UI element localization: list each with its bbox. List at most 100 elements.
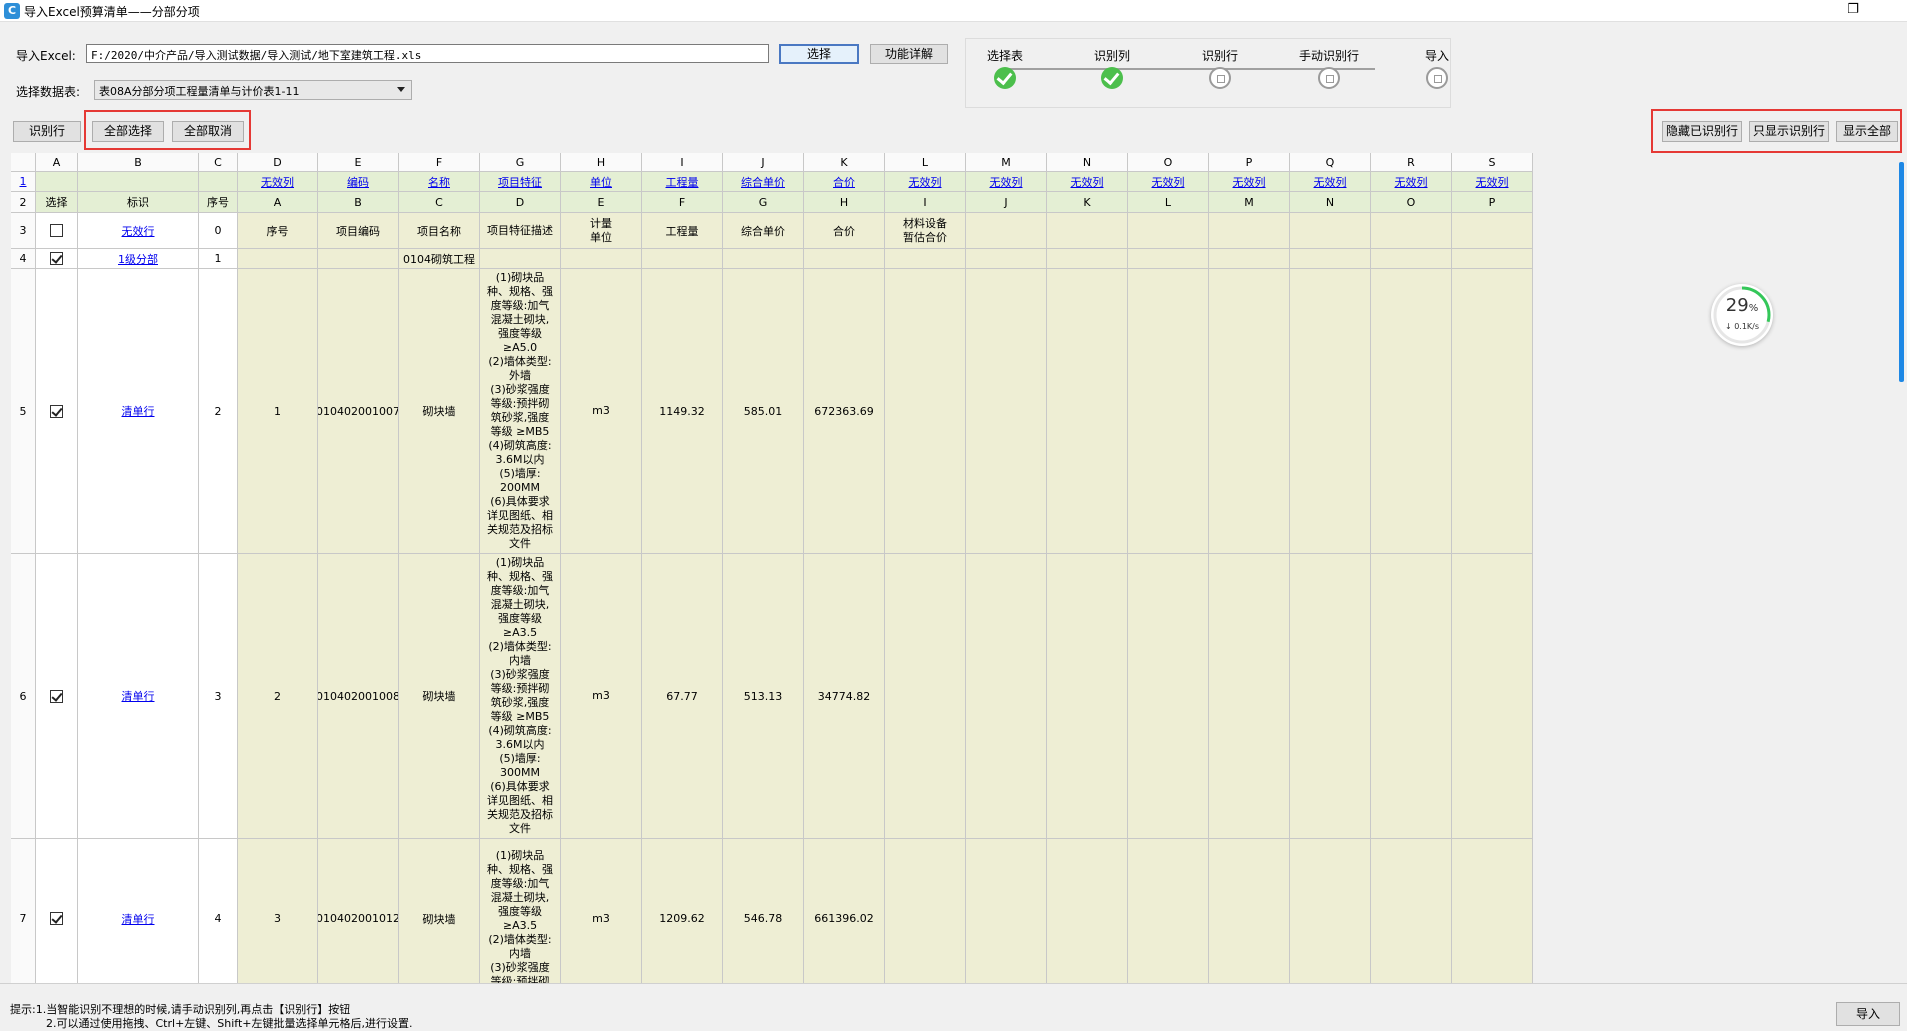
column-mapping-cell[interactable]: P	[1452, 192, 1533, 213]
column-type-cell[interactable]: 单位	[561, 172, 642, 192]
row-number[interactable]: 4	[11, 249, 36, 269]
table-cell[interactable]	[1128, 213, 1209, 249]
row-type-link[interactable]: 1级分部	[118, 252, 158, 266]
row-type-link[interactable]: 无效行	[121, 224, 155, 238]
column-mapping-cell[interactable]: 标识	[78, 192, 199, 213]
row-select-checkbox[interactable]	[50, 912, 63, 925]
table-cell[interactable]	[480, 249, 561, 269]
column-letter[interactable]: Q	[1290, 153, 1371, 172]
column-type-cell[interactable]: 名称	[399, 172, 480, 192]
table-cell[interactable]: 项目名称	[399, 213, 480, 249]
column-mapping-cell[interactable]: E	[561, 192, 642, 213]
column-letter[interactable]: F	[399, 153, 480, 172]
table-cell[interactable]: 序号	[238, 213, 318, 249]
table-cell[interactable]	[1209, 839, 1290, 983]
column-letter[interactable]: D	[238, 153, 318, 172]
column-type-cell[interactable]: 综合单价	[723, 172, 804, 192]
column-type-cell[interactable]: 无效列	[1047, 172, 1128, 192]
table-cell[interactable]: m3	[561, 554, 642, 839]
column-letter[interactable]: J	[723, 153, 804, 172]
table-cell[interactable]	[723, 249, 804, 269]
column-mapping-cell[interactable]: 序号	[199, 192, 238, 213]
column-letter[interactable]: B	[78, 153, 199, 172]
table-cell[interactable]	[966, 213, 1047, 249]
row-select-checkbox[interactable]	[50, 404, 63, 418]
column-type-cell[interactable]	[78, 172, 199, 192]
table-cell[interactable]	[1452, 839, 1533, 983]
row-number[interactable]: 2	[11, 192, 36, 213]
column-mapping-cell[interactable]: M	[1209, 192, 1290, 213]
table-cell[interactable]: 4	[199, 839, 238, 983]
column-type-cell[interactable]: 编码	[318, 172, 399, 192]
table-cell[interactable]: 34774.82	[804, 554, 885, 839]
show-all-button[interactable]: 显示全部	[1836, 121, 1898, 142]
sheet-select[interactable]: 表08A分部分项工程量清单与计价表1-11	[94, 80, 412, 100]
column-type-cell[interactable]: 项目特征	[480, 172, 561, 192]
column-letter[interactable]: I	[642, 153, 723, 172]
column-mapping-cell[interactable]: L	[1128, 192, 1209, 213]
table-cell[interactable]	[1371, 269, 1452, 554]
table-cell[interactable]	[1452, 554, 1533, 839]
vertical-scrollbar[interactable]	[1899, 162, 1904, 382]
select-file-button[interactable]: 选择	[779, 44, 859, 64]
column-mapping-cell[interactable]: G	[723, 192, 804, 213]
column-letter[interactable]: R	[1371, 153, 1452, 172]
table-cell[interactable]: 0104砌筑工程	[399, 249, 480, 269]
column-mapping-cell[interactable]: J	[966, 192, 1047, 213]
table-cell[interactable]	[318, 249, 399, 269]
table-cell[interactable]: 2	[238, 554, 318, 839]
row-type-link[interactable]: 清单行	[121, 690, 155, 703]
column-type-cell[interactable]: 无效列	[1209, 172, 1290, 192]
deselect-all-button[interactable]: 全部取消	[172, 121, 244, 142]
table-cell[interactable]: 1	[238, 269, 318, 554]
table-cell[interactable]	[885, 554, 966, 839]
row-select-checkbox[interactable]	[50, 689, 63, 703]
table-cell[interactable]: 综合单价	[723, 213, 804, 249]
table-cell[interactable]	[642, 249, 723, 269]
table-cell[interactable]: 砌块墙	[399, 839, 480, 983]
column-type-cell[interactable]: 无效列	[1128, 172, 1209, 192]
column-mapping-cell[interactable]: K	[1047, 192, 1128, 213]
table-cell[interactable]: 材料设备 暂估合价	[885, 213, 966, 249]
table-cell[interactable]	[1290, 554, 1371, 839]
column-mapping-cell[interactable]: B	[318, 192, 399, 213]
show-only-identified-button[interactable]: 只显示识别行	[1749, 121, 1829, 142]
table-cell[interactable]	[1128, 554, 1209, 839]
table-cell[interactable]	[1290, 269, 1371, 554]
table-cell[interactable]: 513.13	[723, 554, 804, 839]
table-cell[interactable]: 1	[199, 249, 238, 269]
column-type-cell[interactable]	[36, 172, 78, 192]
row-type-link[interactable]: 清单行	[121, 912, 155, 926]
table-cell[interactable]	[1290, 213, 1371, 249]
table-cell[interactable]: 3	[199, 554, 238, 839]
table-cell[interactable]: m3	[561, 269, 642, 554]
table-cell[interactable]	[1128, 249, 1209, 269]
row-type-cell[interactable]: 无效行	[78, 213, 199, 249]
table-cell[interactable]: 672363.69	[804, 269, 885, 554]
select-all-button[interactable]: 全部选择	[92, 121, 164, 142]
table-cell[interactable]: (1)砌块品 种、规格、强 度等级:加气 混凝土砌块, 强度等级 ≥A3.5 (…	[480, 839, 561, 983]
table-cell[interactable]	[885, 839, 966, 983]
column-type-cell[interactable]: 工程量	[642, 172, 723, 192]
column-mapping-cell[interactable]: C	[399, 192, 480, 213]
table-cell[interactable]	[1209, 269, 1290, 554]
table-cell[interactable]: 0	[199, 213, 238, 249]
column-mapping-cell[interactable]: F	[642, 192, 723, 213]
table-cell[interactable]: 工程量	[642, 213, 723, 249]
column-type-cell[interactable]	[199, 172, 238, 192]
table-cell[interactable]: 砌块墙	[399, 269, 480, 554]
row-number[interactable]: 6	[11, 554, 36, 839]
table-cell[interactable]	[36, 839, 78, 983]
table-cell[interactable]	[1452, 213, 1533, 249]
table-cell[interactable]: 计量 单位	[561, 213, 642, 249]
table-cell[interactable]	[1047, 269, 1128, 554]
column-type-cell[interactable]: 无效列	[238, 172, 318, 192]
table-cell[interactable]	[1209, 213, 1290, 249]
row-type-cell[interactable]: 清单行	[78, 554, 199, 839]
table-cell[interactable]	[1371, 839, 1452, 983]
column-letter[interactable]: A	[36, 153, 78, 172]
table-cell[interactable]: 585.01	[723, 269, 804, 554]
row-type-cell[interactable]: 清单行	[78, 269, 199, 554]
table-cell[interactable]	[1371, 213, 1452, 249]
table-cell[interactable]: 2	[199, 269, 238, 554]
